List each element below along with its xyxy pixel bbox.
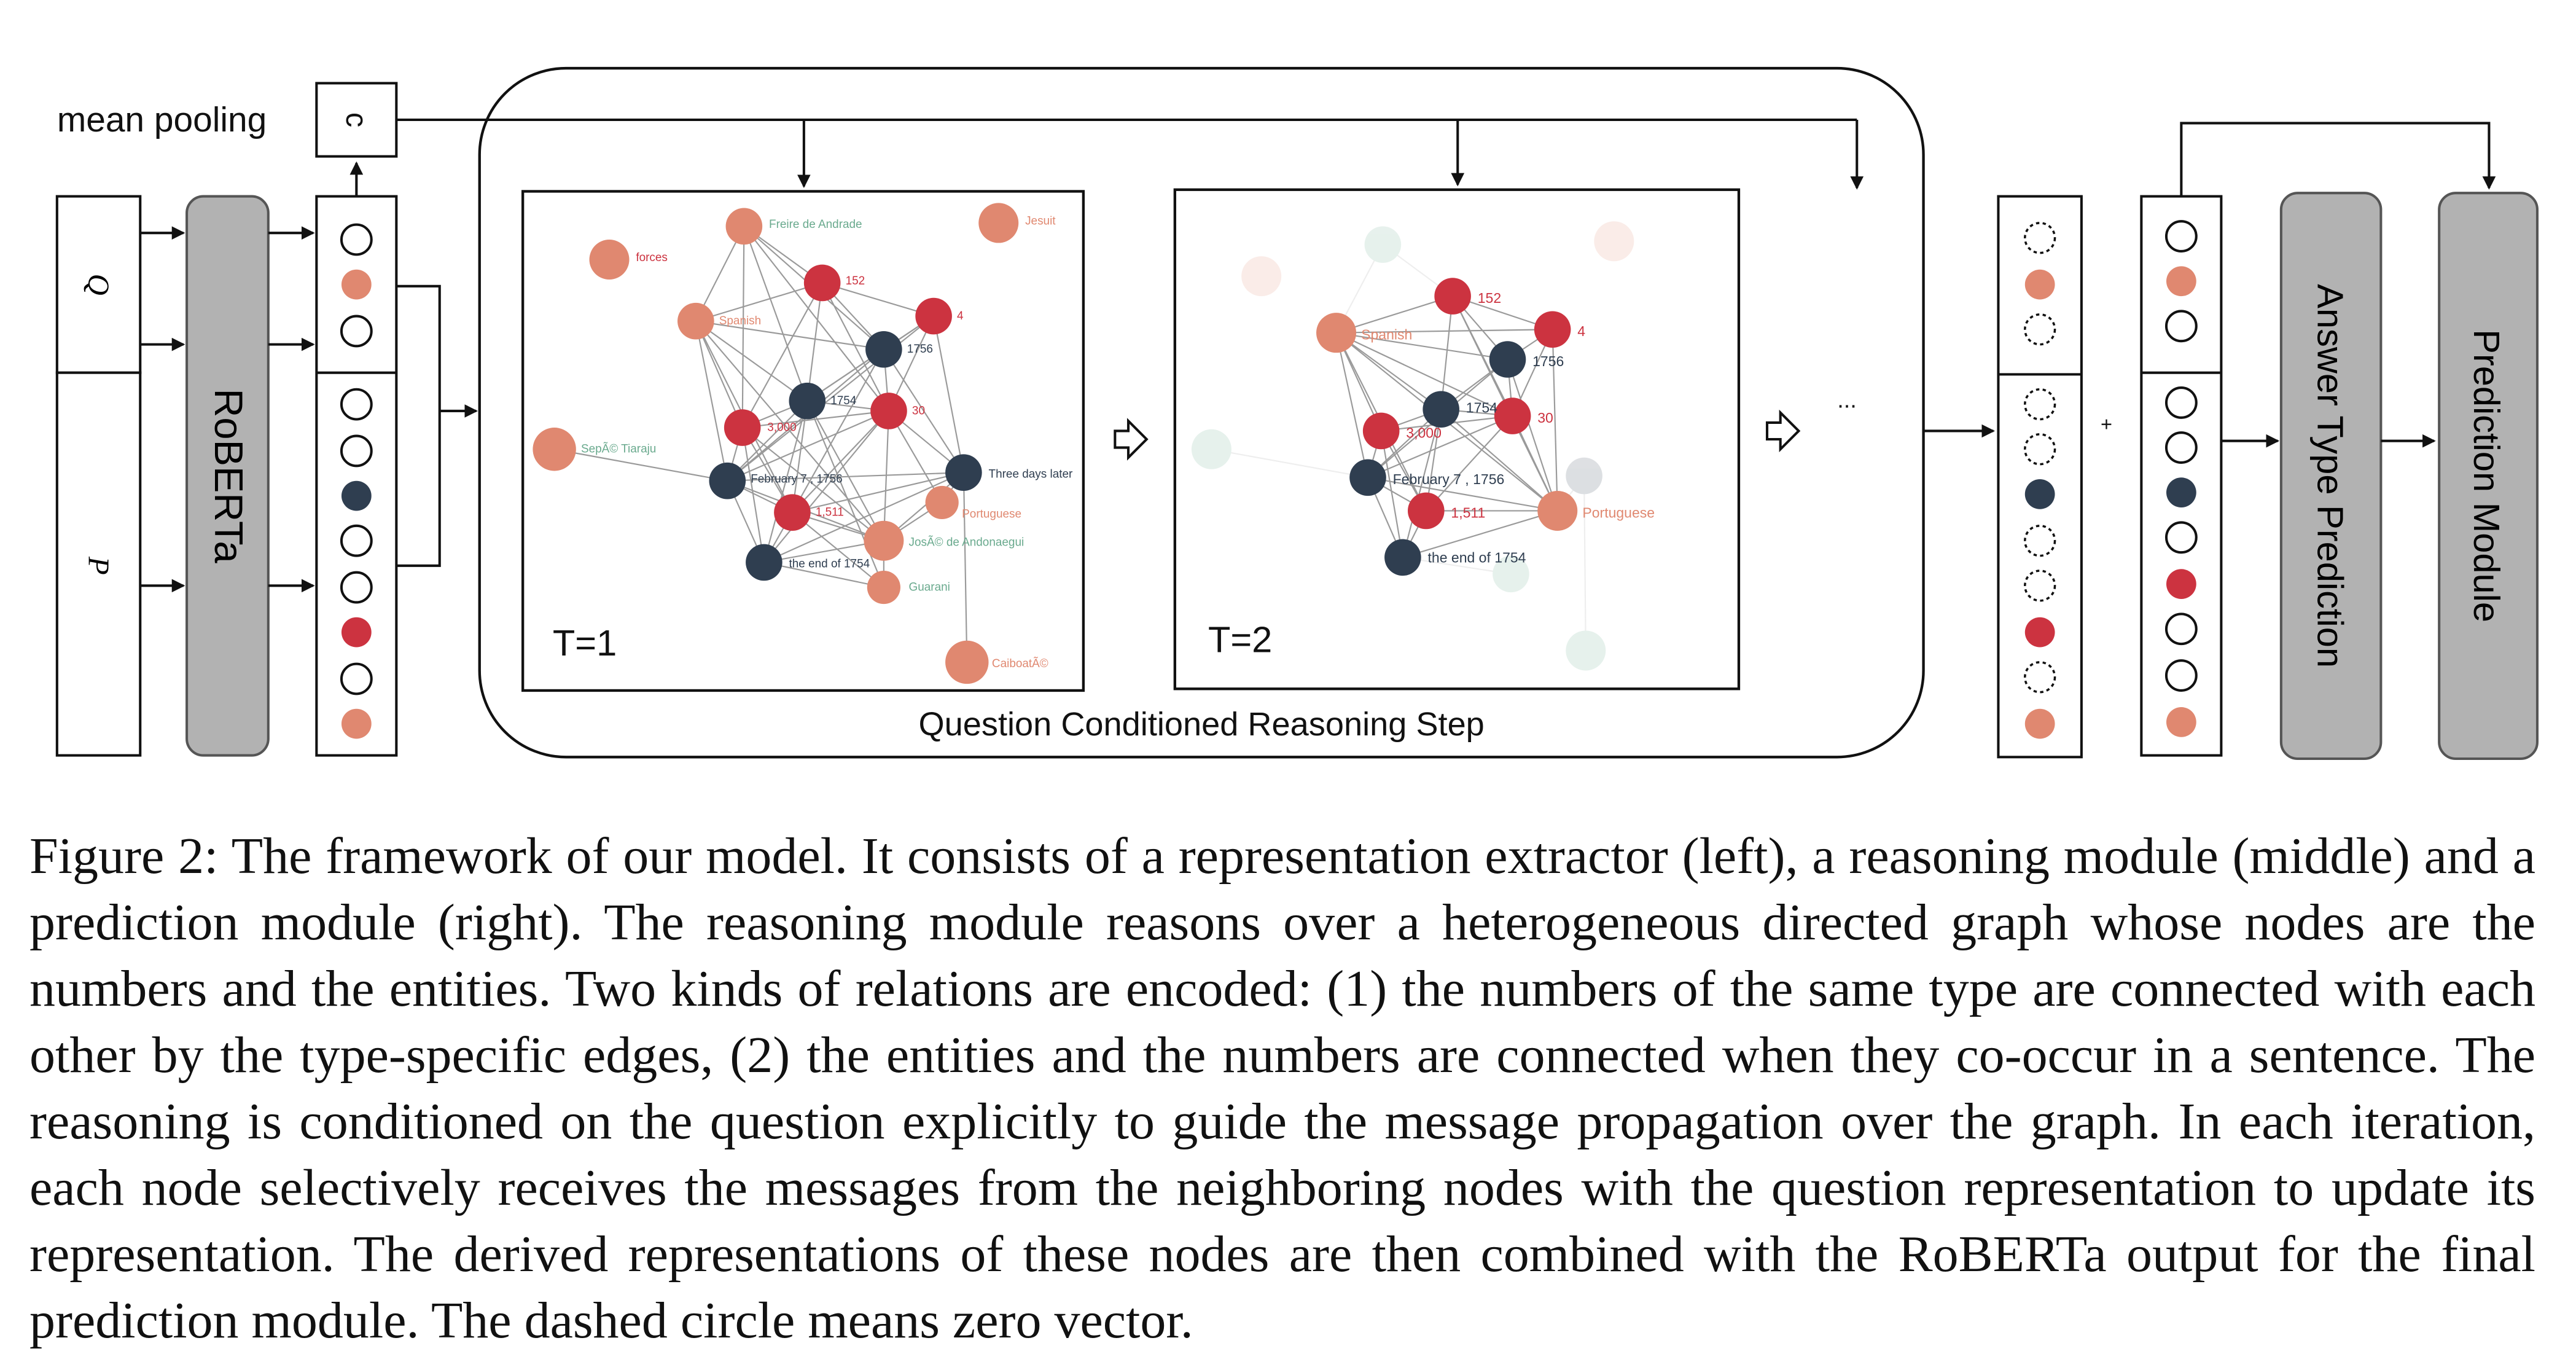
g2-label-152: 152 bbox=[1478, 290, 1501, 306]
step-arrow-1 bbox=[1114, 418, 1149, 461]
g1-label-portuguese: Portuguese bbox=[962, 507, 1021, 520]
g2-label-3000: 3,000 bbox=[1406, 425, 1442, 440]
g2-label-30: 30 bbox=[1537, 410, 1553, 426]
g1-label-4: 4 bbox=[957, 310, 964, 323]
g1-label-tiaraju: SepÃ© Tiaraju bbox=[581, 442, 656, 456]
combined-circles bbox=[2164, 220, 2198, 737]
g1-label-3000: 3,000 bbox=[767, 421, 796, 434]
g1-label-three-days: Three days later bbox=[989, 468, 1073, 480]
graph2-nodes bbox=[1316, 278, 1578, 576]
g1-label-152: 152 bbox=[846, 275, 865, 288]
step1-label: T=1 bbox=[553, 622, 617, 663]
graph-output-circles bbox=[2024, 222, 2056, 739]
answer-type-label: Answer Type Prediction bbox=[2309, 284, 2351, 668]
g1-label-1754: 1754 bbox=[830, 394, 856, 407]
c-label: c bbox=[340, 112, 373, 127]
prediction-module-label: Prediction Module bbox=[2466, 329, 2507, 622]
g1-label-1511: 1,511 bbox=[816, 506, 844, 519]
g1-label-andonaegui: JosÃ© de Andonaegui bbox=[909, 535, 1025, 549]
g1-label-1756: 1756 bbox=[907, 343, 933, 356]
answer-type-prediction bbox=[2279, 192, 2383, 761]
prediction-module bbox=[2438, 192, 2539, 761]
g1-label-forces: forces bbox=[636, 251, 668, 264]
q-label: Q bbox=[82, 274, 115, 296]
step-arrow-2 bbox=[1765, 409, 1801, 453]
g1-label-feb: February 7 , 1756 bbox=[751, 472, 842, 485]
graph2-faded bbox=[1191, 221, 1634, 671]
pooled-vector-c bbox=[315, 82, 398, 158]
passage-input-box bbox=[55, 371, 142, 757]
reasoning-title: Question Conditioned Reasoning Step bbox=[919, 706, 1485, 743]
g1-label-end1754: the end of 1754 bbox=[789, 558, 870, 571]
plus-sign: + bbox=[2101, 413, 2112, 435]
g2-label-4: 4 bbox=[1577, 323, 1585, 339]
g1-label-jesuit: Jesuit bbox=[1025, 215, 1056, 228]
step2-label: T=2 bbox=[1208, 619, 1272, 660]
g2-label-1754: 1754 bbox=[1466, 400, 1497, 416]
roberta-encoder bbox=[185, 195, 270, 757]
g1-label-30: 30 bbox=[912, 404, 925, 417]
g2-label-end1754: the end of 1754 bbox=[1428, 549, 1526, 565]
g1-label-caiboate: CaiboatÃ© bbox=[992, 657, 1048, 670]
graph2-labels: 152 4 Spanish 1756 1754 30 3,000 Februar… bbox=[1361, 290, 1655, 566]
more-steps-ellipsis: ... bbox=[1837, 388, 1857, 413]
mean-pooling-label: mean pooling bbox=[57, 101, 267, 139]
g2-label-spanish: Spanish bbox=[1361, 327, 1412, 343]
p-label: P bbox=[82, 556, 115, 575]
g1-label-spanish: Spanish bbox=[719, 315, 761, 327]
g1-label-freire: Freire de Andrade bbox=[769, 218, 862, 231]
graph1-labels: Freire de Andrade Jesuit forces 152 4 Sp… bbox=[581, 215, 1072, 670]
roberta-label: RoBERTa bbox=[206, 388, 251, 563]
graph1-nodes bbox=[533, 203, 1019, 684]
reasoning-module bbox=[478, 66, 1925, 759]
g2-label-1756: 1756 bbox=[1532, 353, 1564, 369]
framework-diagram: mean pooling c Q P RoBERTa Question Cond… bbox=[55, 66, 2539, 761]
figure-caption: Figure 2: The framework of our model. It… bbox=[29, 828, 2535, 1349]
token-vector-circles bbox=[340, 223, 373, 739]
g2-label-portuguese: Portuguese bbox=[1582, 504, 1655, 520]
g2-label-1511: 1,511 bbox=[1451, 504, 1485, 520]
question-input-box bbox=[55, 195, 142, 374]
g1-label-guarani: Guarani bbox=[909, 581, 950, 593]
g2-label-feb: February 7 , 1756 bbox=[1393, 471, 1505, 487]
